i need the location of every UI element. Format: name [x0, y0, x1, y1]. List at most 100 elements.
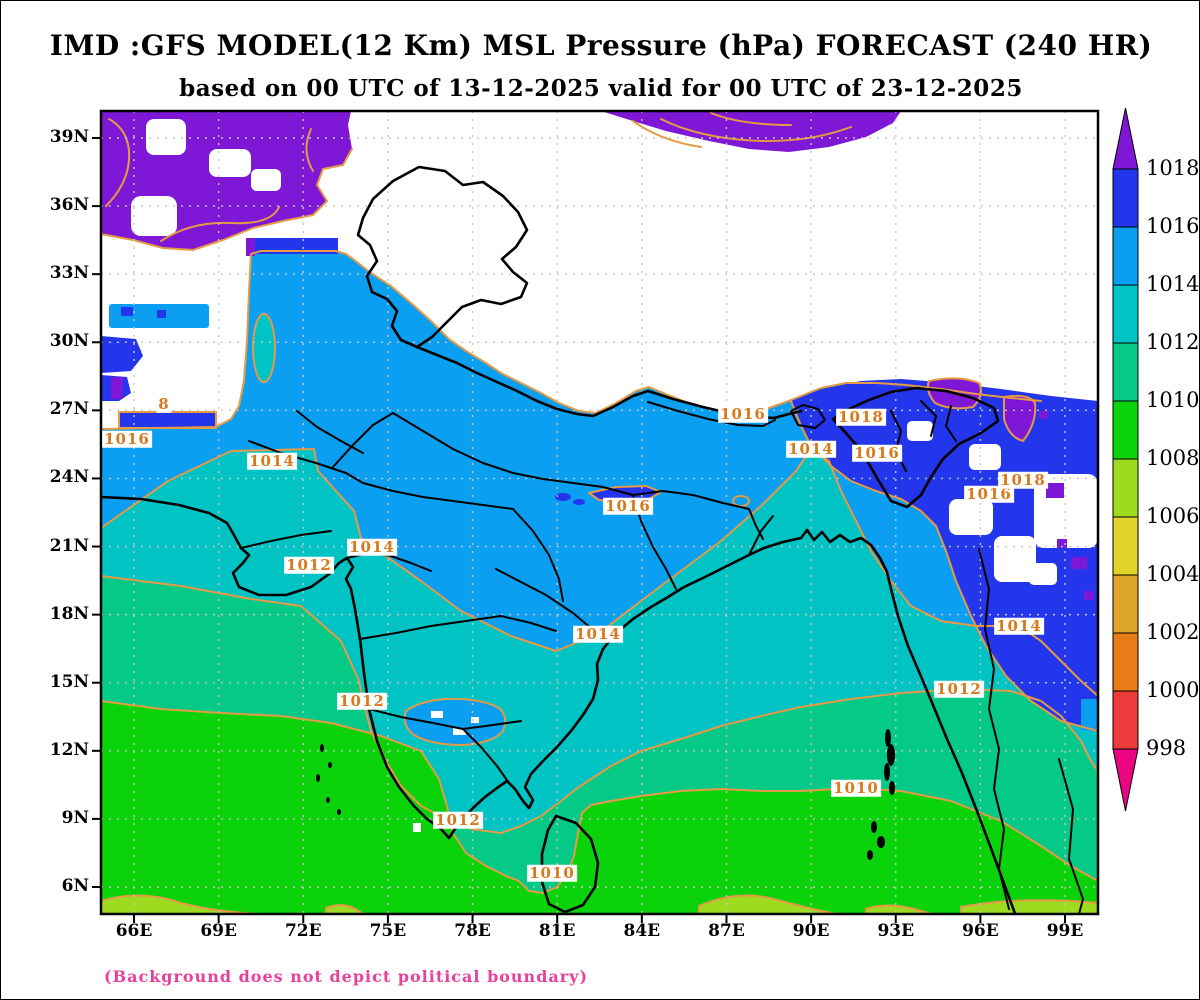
boundary-bhutan — [790, 404, 826, 429]
patch-1014-1016-myanmar — [1081, 699, 1098, 731]
isobar-label-1012: 1012 — [284, 555, 334, 574]
contour-1014-southindia-ring — [403, 697, 507, 746]
axis-tick-marks — [92, 137, 1067, 923]
colorbar-tick-label: 1010 — [1146, 388, 1200, 412]
lat-tick-label: 24N — [49, 467, 89, 488]
contour-1012 — [101, 575, 1098, 834]
contour-1016-nodata-edge — [101, 250, 1042, 430]
lat-tick-label: 36N — [49, 195, 89, 216]
isobar-label-1014: 1014 — [573, 624, 623, 643]
state-boundaries — [240, 410, 774, 784]
isobar-label-1012: 1012 — [934, 679, 984, 698]
colorbar-segment — [1112, 400, 1139, 460]
colorbar-tick-label: 1000 — [1146, 678, 1200, 702]
coastline-india — [101, 495, 1017, 914]
lon-tick-label: 81E — [538, 921, 576, 941]
lon-tick-label: 90E — [792, 921, 830, 941]
pocket-1012-1014-punjab — [253, 314, 275, 382]
lon-tick-label: 99E — [1046, 921, 1084, 941]
lon-tick-label: 66E — [115, 921, 153, 941]
contour-1016-northeast — [790, 400, 1098, 732]
lon-tick-label: 93E — [877, 921, 915, 941]
colorbar-segment — [1112, 690, 1139, 750]
colorbar-arrow — [1112, 748, 1139, 812]
lat-tick-label: 39N — [49, 127, 89, 147]
lat-tick-label: 18N — [49, 603, 89, 624]
contour-1016-central — [588, 485, 750, 507]
patch-purple-punjab — [246, 238, 255, 256]
lat-tick-label: 9N — [61, 807, 89, 828]
isobar-label-1018: 1018 — [998, 470, 1048, 489]
colorbar-tick-label: 1006 — [1146, 504, 1200, 528]
isobar-label-1016: 1016 — [102, 429, 152, 448]
boundary-kashmir — [356, 165, 529, 349]
band-1008-1010-region — [101, 701, 1098, 914]
colorbar-segment — [1112, 574, 1139, 634]
lon-tick-label: 72E — [284, 921, 322, 941]
lat-tick-label: 33N — [49, 263, 89, 284]
lat-tick-label: 21N — [49, 535, 89, 556]
colorbar-tick-label: 1012 — [1146, 330, 1200, 354]
page-subtitle: based on 00 UTC of 13-12-2025 valid for … — [179, 75, 1023, 102]
no-data-holes-southindia — [413, 711, 479, 832]
lat-tick-label: 30N — [49, 331, 89, 352]
no-data-region — [101, 111, 1098, 429]
lon-tick-label: 75E — [369, 921, 407, 941]
isobar-label-8: 8 — [156, 394, 172, 413]
lon-tick-label: 96E — [962, 921, 999, 941]
colorbar-segment — [1112, 226, 1139, 286]
map-plot-area — [101, 111, 1098, 914]
lon-tick-label: 78E — [454, 921, 491, 941]
contour-1018-northcenter — [632, 112, 852, 148]
contour-ring-punjab — [252, 313, 276, 383]
pocket-1014-1016-southindia — [404, 698, 506, 745]
isobar-label-1010: 1010 — [527, 863, 577, 882]
isobar-label-1016: 1016 — [603, 496, 653, 515]
colorbar-segment — [1112, 342, 1139, 402]
colorbar-segment — [1112, 632, 1139, 692]
colorbar-tick-label: 1018 — [1146, 156, 1200, 180]
lat-tick-label: 15N — [49, 671, 89, 692]
isobar-label-1010: 1010 — [831, 778, 881, 797]
colorbar-tick-label: 1008 — [1146, 446, 1200, 470]
page-title: IMD :GFS MODEL(12 Km) MSL Pressure (hPa)… — [49, 29, 1153, 62]
lat-tick-label: 27N — [49, 399, 89, 420]
colorbar-segment — [1112, 516, 1139, 576]
contour-1018-northwest — [101, 118, 353, 251]
colorbar-tick-label: 1002 — [1146, 620, 1200, 644]
islands — [316, 729, 895, 860]
isobar-label-1018: 1018 — [836, 407, 886, 426]
colorbar-tick-label: 1014 — [1146, 272, 1200, 296]
footnote-disclaimer: (Background does not depict political bo… — [104, 967, 589, 986]
colorbar — [1112, 107, 1139, 812]
patch-purple-left — [111, 377, 123, 399]
isobar-label-1012: 1012 — [433, 810, 483, 829]
coastline-myanmar-inner — [978, 548, 1084, 914]
isobar-label-1014: 1014 — [994, 616, 1044, 635]
colorbar-segment — [1112, 168, 1139, 228]
colorbar-segment — [1112, 458, 1139, 518]
boundary-northeast-states — [831, 386, 1000, 509]
lat-tick-label: 6N — [61, 875, 89, 896]
colorbar-segment — [1112, 284, 1139, 344]
isobar-label-1016: 1016 — [852, 443, 902, 462]
no-data-holes-northwest — [131, 119, 281, 236]
coastline-srilanka — [540, 814, 600, 914]
isobar-label-1014: 1014 — [347, 537, 397, 556]
colorbar-tick-label: 1016 — [1146, 214, 1200, 238]
isobar-label-1016: 1016 — [718, 404, 768, 423]
lat-tick-label: 12N — [49, 739, 89, 760]
lon-tick-label: 87E — [708, 921, 745, 941]
map-frame — [99, 109, 1100, 916]
isobar-label-1016: 1016 — [964, 484, 1014, 503]
lon-tick-label: 84E — [623, 921, 661, 941]
colorbar-arrow — [1112, 107, 1139, 170]
isobar-label-1014: 1014 — [247, 451, 297, 470]
contour-1018-northeast-rings — [926, 377, 1037, 442]
band-above-1018-northcenter — [601, 111, 901, 152]
band-1016-1018-northeast — [791, 379, 1098, 731]
colorbar-tick-label: 998 — [1146, 736, 1187, 760]
contour-1014 — [101, 448, 1098, 697]
